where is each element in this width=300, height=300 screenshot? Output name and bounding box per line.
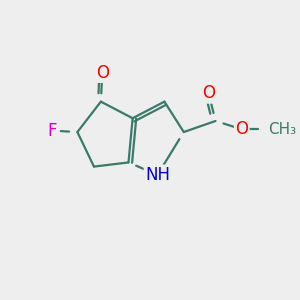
Text: F: F: [48, 122, 57, 140]
Text: O: O: [235, 120, 248, 138]
Text: CH₃: CH₃: [268, 122, 296, 137]
Text: NH: NH: [145, 166, 170, 184]
Text: O: O: [96, 64, 109, 82]
Text: O: O: [202, 84, 215, 102]
